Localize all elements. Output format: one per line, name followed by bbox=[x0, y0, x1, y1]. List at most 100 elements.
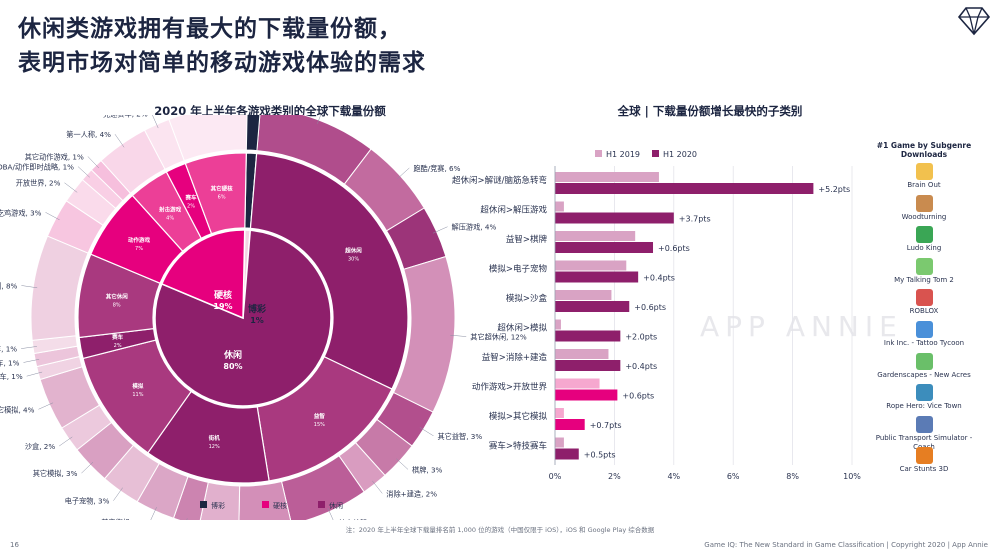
game-name: Gardenscapes - New Acres bbox=[877, 370, 971, 379]
sunburst-middle-value: 15% bbox=[314, 422, 325, 428]
game-name: Ludo King bbox=[906, 244, 942, 253]
sunburst-center-value: 19% bbox=[213, 302, 232, 311]
category-label: 模拟>沙盒 bbox=[506, 293, 548, 304]
sunburst-middle-value: 2% bbox=[114, 343, 122, 349]
page-number: 16 bbox=[10, 541, 19, 549]
bar-h1-2019 bbox=[555, 290, 612, 300]
bar-h1-2020 bbox=[555, 212, 674, 224]
game-name: ROBLOX bbox=[909, 307, 939, 316]
sunburst-leader-line bbox=[327, 507, 334, 520]
game-name: Brain Out bbox=[907, 181, 941, 189]
game-item: Gardenscapes - New Acres bbox=[868, 352, 980, 380]
sunburst-outer-label: 开放世界, 2% bbox=[16, 179, 61, 188]
sunburst-middle-value: 6% bbox=[218, 194, 226, 200]
sunburst-leader-line bbox=[372, 480, 383, 494]
sunburst-outer-label: 特技赛车, 1% bbox=[0, 358, 20, 367]
game-icon bbox=[915, 447, 933, 465]
sunburst-outer-label: 其它街机, 3% bbox=[101, 518, 146, 520]
sunburst-leader-line bbox=[77, 166, 90, 178]
bar-h1-2020 bbox=[555, 360, 621, 371]
game-name: Public Transport Simulator - Coach bbox=[875, 433, 973, 451]
game-icon bbox=[915, 321, 933, 338]
game-name: My Talking Tom 2 bbox=[894, 275, 954, 284]
app-annie-logo-icon bbox=[957, 7, 991, 36]
legend-swatch bbox=[318, 501, 325, 508]
sunburst-leader-line bbox=[114, 134, 125, 148]
game-item: ROBLOX bbox=[868, 289, 980, 316]
bar-chart: H1 2019 H1 2020 0% 2% 4% 6% 8% 10% 超休闲>解谜/脑筋急转弯 +… bbox=[452, 150, 861, 481]
sunburst-middle-slice bbox=[249, 152, 409, 390]
bar-h1-2019 bbox=[555, 319, 561, 330]
sunburst-leader-line bbox=[397, 167, 410, 179]
footnote: 注：2020 年上半年全球下载量排名前 1,000 位的游戏（中国仅限于 iOS… bbox=[345, 526, 655, 534]
growth-annotation: +0.4pts bbox=[643, 274, 675, 283]
bar-h1-2020 bbox=[555, 183, 814, 194]
game-item: Public Transport Simulator - Coach bbox=[868, 415, 980, 452]
sunburst-outer-label: 第一人称, 4% bbox=[66, 130, 111, 139]
bar-h1-2019 bbox=[555, 349, 609, 359]
x-tick-label: 10% bbox=[843, 472, 861, 481]
sunburst-leader-line bbox=[81, 461, 94, 474]
sunburst-outer-label: 其它模拟, 4% bbox=[0, 405, 35, 414]
bar-h1-2019 bbox=[555, 437, 564, 448]
sunburst-center-value: 1% bbox=[250, 316, 264, 325]
game-icon bbox=[915, 352, 933, 370]
sunburst-middle-value: 4% bbox=[166, 215, 174, 221]
legend-swatch-2019 bbox=[595, 150, 602, 157]
category-label: 超休闲>解谜/脑筋急转弯 bbox=[452, 175, 547, 186]
sunburst-center-label: 硬核 bbox=[214, 289, 232, 301]
game-icon bbox=[915, 415, 933, 433]
sunburst-outer-label: 沙盒, 2% bbox=[25, 442, 56, 451]
sunburst-center-label: 休闲 bbox=[223, 349, 242, 361]
legend-swatch bbox=[200, 501, 207, 508]
sunburst-middle-label: 赛车 bbox=[111, 333, 124, 341]
sunburst-outer-label: 竞速赛车, 2% bbox=[103, 115, 148, 118]
game-item: Ludo King bbox=[868, 226, 980, 253]
game-icon bbox=[915, 163, 933, 180]
game-icon bbox=[915, 194, 933, 212]
sunburst-outer-label: 其它赛车, 1% bbox=[0, 372, 23, 381]
bar-h1-2020 bbox=[555, 419, 585, 430]
game-item: Ink Inc. - Tattoo Tycoon bbox=[868, 321, 980, 348]
legend-swatch bbox=[262, 501, 269, 508]
game-item: Car Stunts 3D bbox=[868, 447, 980, 474]
sunburst-middle-label: 射击游戏 bbox=[158, 205, 182, 213]
x-tick-label: 4% bbox=[667, 472, 680, 481]
growth-annotation: +2.0pts bbox=[625, 333, 657, 342]
sunburst-leader-line bbox=[45, 212, 60, 221]
growth-annotation: +0.6pts bbox=[622, 392, 654, 401]
x-tick-label: 2% bbox=[608, 472, 621, 481]
category-label: 模拟>电子宠物 bbox=[489, 264, 548, 275]
growth-annotation: +0.7pts bbox=[590, 421, 622, 430]
sunburst-leader-line bbox=[59, 436, 73, 447]
game-icon bbox=[915, 226, 933, 244]
x-tick-label: 8% bbox=[786, 472, 799, 481]
legend-swatch-2020 bbox=[652, 150, 659, 157]
category-label: 赛车>特技赛车 bbox=[489, 441, 547, 452]
sunburst-leader-line bbox=[21, 285, 38, 289]
footer-copyright: Game IQ: The New Standard in Game Classi… bbox=[704, 541, 988, 549]
sunburst-middle-label: 其它硬核 bbox=[211, 184, 234, 192]
growth-annotation: +5.2pts bbox=[818, 185, 850, 194]
game-name: Car Stunts 3D bbox=[899, 465, 949, 474]
sunburst-outer-label: 其它动作游戏, 1% bbox=[25, 152, 84, 161]
bar-h1-2020 bbox=[555, 389, 618, 401]
bar-chart-title: 全球 | 下载量份额增长最快的子类别 bbox=[617, 104, 803, 118]
sunburst-middle-label: 动作游戏 bbox=[128, 236, 151, 244]
sunburst-outer-label: 其它模拟, 3% bbox=[33, 469, 78, 478]
sunburst-middle-label: 益智 bbox=[314, 412, 326, 420]
game-icon bbox=[915, 384, 933, 402]
sunburst-leader-line bbox=[23, 359, 40, 363]
sunburst-middle-value: 30% bbox=[348, 257, 359, 263]
bar-h1-2020 bbox=[555, 301, 630, 312]
sunburst-leader-line bbox=[21, 346, 37, 349]
legend-label: 硬核 bbox=[273, 501, 287, 510]
legend-label: 休闲 bbox=[329, 501, 343, 510]
sunburst-middle-value: 2% bbox=[187, 204, 195, 210]
game-icon bbox=[915, 257, 933, 275]
sunburst-leader-line bbox=[64, 182, 78, 193]
growth-annotation: +0.6pts bbox=[658, 244, 690, 253]
game-item: My Talking Tom 2 bbox=[868, 257, 980, 285]
sunburst-center-slice bbox=[160, 229, 246, 320]
game-item: Woodturning bbox=[868, 194, 980, 222]
